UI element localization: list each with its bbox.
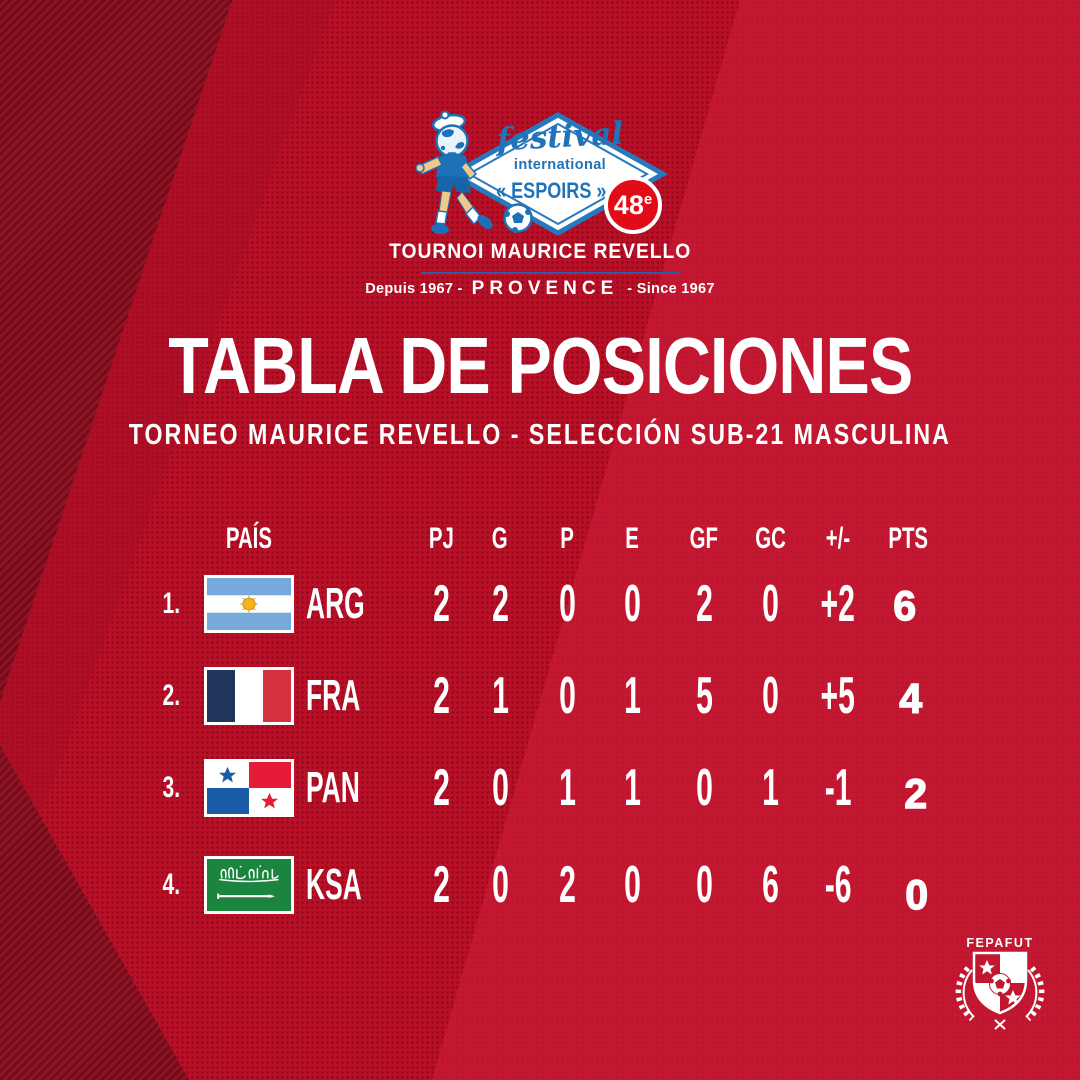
stat-p: 0 [558,575,576,633]
stat-gc: 0 [761,667,779,725]
stat-pj: 2 [432,575,450,633]
tournament-name-line: TOURNOI MAURICE REVELLO [0,240,1080,264]
stat-p: 1 [558,759,576,817]
soccer-ball-icon [503,203,533,233]
logo-espoirs-text: « ESPOIRS » [475,180,627,202]
stat-dif: -6 [824,856,852,914]
stat-g: 1 [491,667,509,725]
column-header-pts: PTS [888,522,928,555]
column-header-p: P [560,522,574,555]
fepafut-crest: FEPAFUT [955,936,1045,1030]
country-code: KSA [306,860,362,909]
stat-pts: 0 [905,871,929,918]
page-title-text: TABLA DE POSICIONES [167,321,913,410]
mascot-boy-icon [416,110,533,235]
france-flag-icon [204,667,294,725]
stat-gc: 6 [761,856,779,914]
stat-pj: 2 [432,759,450,817]
column-header-dif: +/- [825,522,851,555]
tagline-since: - Since 1967 [627,281,715,297]
stat-pts: 4 [899,675,923,722]
saudi-arabia-flag-icon [204,856,294,914]
page-title: TABLA DE POSICIONES [0,326,1080,406]
country-code: ARG [306,579,365,628]
sword-icon [217,893,276,899]
stat-gf: 5 [695,667,713,725]
stat-gf: 2 [695,575,713,633]
edition-48-badge: 48 e [604,176,662,234]
rank-label: 3. [162,771,180,804]
argentina-flag-icon [204,575,294,633]
rank-label: 4. [162,868,180,901]
stat-dif: -1 [824,759,852,817]
shahada-script [219,867,279,883]
panama-flag-icon [204,759,294,817]
page-subtitle-text: TORNEO MAURICE REVELLO - SELECCIÓN SUB-2… [128,419,952,451]
stat-e: 1 [623,667,641,725]
stat-gc: 0 [761,575,779,633]
column-header-gf: GF [689,522,719,555]
fepafut-label: FEPAFUT [966,936,1033,950]
rank-label: 2. [162,679,180,712]
stat-gc: 1 [761,759,779,817]
stat-g: 0 [491,856,509,914]
column-header-pj: PJ [428,522,454,555]
tagline-depuis: Depuis 1967 - [365,281,463,297]
logo-espoirs-label: « ESPOIRS » [495,178,607,203]
country-code: PAN [306,763,360,812]
laurel-wreath-left [955,966,975,1022]
stat-pts: 2 [904,770,928,817]
column-header-e: E [625,522,639,555]
stat-e: 0 [623,856,641,914]
column-header-gc: GC [754,522,786,555]
logo-tagline: Depuis 1967 - PROVENCE - Since 1967 [0,278,1080,300]
stat-gf: 0 [695,856,713,914]
stat-dif: +2 [820,575,856,633]
stat-g: 2 [491,575,509,633]
column-header-pais: PAÍS [225,522,273,555]
stat-pj: 2 [432,667,450,725]
logo-divider-rule [421,272,679,274]
stat-gf: 0 [695,759,713,817]
rank-label: 1. [162,587,180,620]
laurel-wreath-right [1025,966,1045,1022]
logo-international-text: international [513,157,607,173]
tagline-provence: PROVENCE [471,278,619,299]
country-code: FRA [306,671,361,720]
stat-pj: 2 [432,856,450,914]
stat-g: 0 [491,759,509,817]
tournament-name: TOURNOI MAURICE REVELLO [388,240,692,263]
column-header-g: G [492,522,508,555]
edition-number: 48 [613,189,644,220]
stat-dif: +5 [820,667,856,725]
page-subtitle: TORNEO MAURICE REVELLO - SELECCIÓN SUB-2… [0,421,1080,450]
stat-pts: 6 [893,582,917,629]
stat-p: 0 [558,667,576,725]
stat-p: 2 [558,856,576,914]
stat-e: 0 [623,575,641,633]
edition-suffix: e [643,190,653,208]
crest-ball-icon [989,973,1011,997]
stat-e: 1 [623,759,641,817]
